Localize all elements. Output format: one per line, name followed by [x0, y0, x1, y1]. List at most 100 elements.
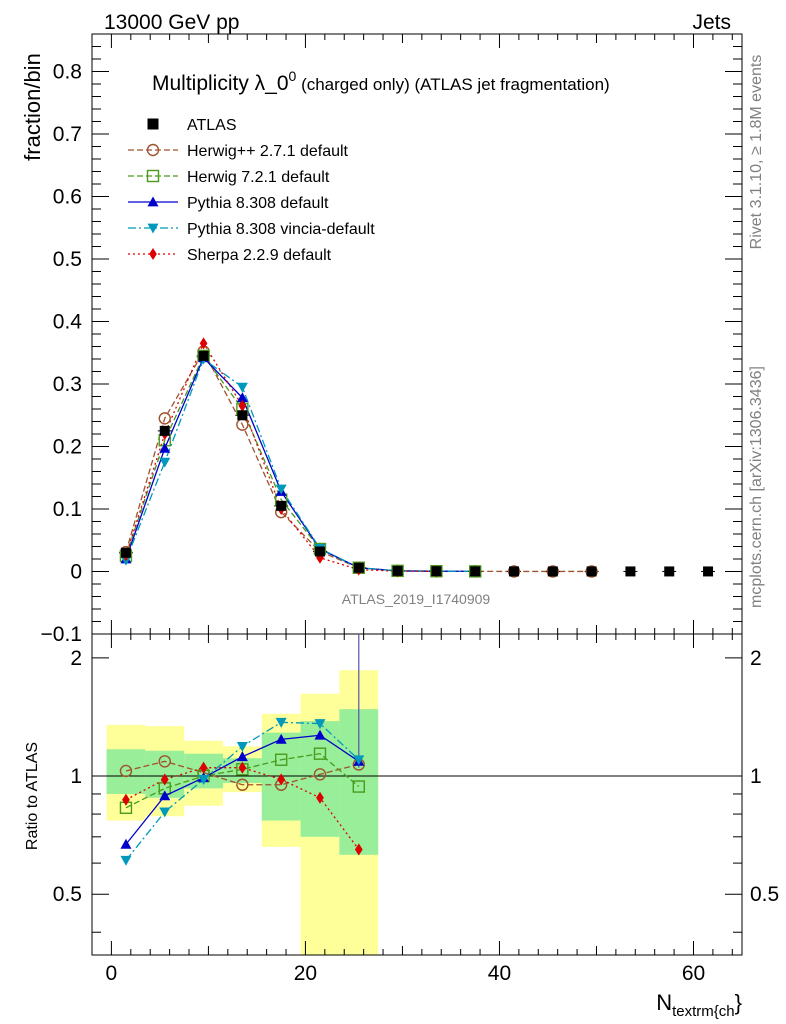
marker-square [120, 547, 131, 558]
legend-label: Pythia 8.308 default [187, 195, 329, 212]
marker-open-circle [313, 768, 327, 781]
y-tick-label: 0.2 [53, 436, 82, 459]
marker-open-square [146, 169, 160, 183]
x-label-sub: textrm{ch [672, 1003, 735, 1020]
marker-diamond [149, 247, 157, 261]
marker-triangle-down [353, 755, 365, 766]
y-tick-label: 0.4 [53, 311, 83, 334]
y-tick-label: 0.1 [53, 498, 82, 521]
marker-triangle-down [275, 484, 287, 495]
y-tick-label: −0.1 [41, 623, 82, 646]
marker-diamond [316, 791, 324, 804]
y-tick-label: 0 [70, 561, 82, 584]
marker-triangle-up [120, 838, 132, 849]
y-tick-label: 0.7 [53, 123, 82, 146]
marker-triangle-down [275, 717, 287, 728]
marker-square [470, 566, 481, 577]
chart-title: Multiplicity λ_00 (charged only) (ATLAS … [152, 68, 610, 95]
marker-triangle-up [236, 392, 248, 403]
marker-square [147, 118, 159, 130]
marker-square [159, 425, 170, 436]
marker-open-circle [507, 565, 521, 578]
legend-entry: Sherpa 2.2.9 default [128, 247, 332, 264]
ratio-tick-label: 1 [70, 765, 82, 788]
marker-square [703, 566, 714, 577]
marker-triangle-down [236, 741, 248, 752]
marker-triangle-up [236, 751, 248, 762]
marker-square [586, 566, 597, 577]
marker-square [664, 566, 675, 577]
title-main: Multiplicity λ_0 [152, 72, 289, 95]
marker-triangle-down [236, 382, 248, 393]
x-tick-label: 0 [106, 962, 118, 985]
ratio-band-inner [106, 749, 146, 794]
legend-entry: Herwig 7.2.1 default [128, 169, 330, 186]
marker-open-circle [236, 778, 249, 791]
legend-label: Pythia 8.308 vincia-default [187, 221, 375, 238]
ratio-line [125, 752, 360, 809]
marker-triangle-down [120, 855, 132, 866]
ratio-tick-label-right: 0.5 [750, 883, 779, 906]
header-left: 13000 GeV pp [104, 11, 239, 34]
y-axis-label: fraction/bin [20, 53, 45, 161]
legend-entry: Pythia 8.308 default [128, 195, 329, 212]
x-tick-label: 60 [682, 962, 705, 985]
legend-label: Herwig 7.2.1 default [187, 169, 330, 186]
legend: ATLAS Herwig++ 2.7.1 default Herwig 7.2.1 … [128, 117, 375, 264]
marker-diamond [160, 773, 169, 786]
marker-open-square [352, 780, 365, 793]
legend-label: ATLAS [187, 117, 237, 134]
y-tick-label: 0.8 [53, 61, 82, 84]
legend-label: Herwig++ 2.7.1 default [187, 143, 349, 160]
marker-triangle-down [147, 223, 159, 234]
marker-square [547, 566, 558, 577]
marker-square [237, 410, 248, 421]
marker-triangle-up [275, 733, 287, 744]
marker-open-square [313, 747, 327, 760]
marker-square [353, 562, 364, 573]
series-line [125, 356, 476, 573]
marker-triangle-down [314, 719, 326, 730]
axis-ticks: 0 20 40 60−0.100.10.20.30.40.50.60.70.80.5 0… [41, 34, 779, 985]
marker-diamond [199, 337, 208, 350]
marker-open-circle [546, 565, 560, 578]
rivet-label: Rivet 3.1.10, ≥ 1.8M events [748, 55, 765, 250]
ratio-tick-label: 2 [70, 647, 82, 670]
marker-triangle-up [314, 729, 326, 740]
marker-square [276, 500, 287, 511]
marker-open-square [274, 753, 288, 766]
x-label-main: N [656, 990, 672, 1015]
marker-diamond [122, 793, 130, 806]
ratio-band-inner [300, 721, 340, 837]
x-label-tail: } [735, 990, 742, 1015]
marker-triangle-up [147, 196, 159, 207]
marker-open-circle [146, 143, 160, 157]
marker-triangle-down [159, 457, 171, 468]
marker-triangle-up [159, 790, 171, 801]
y-tick-label: 0.5 [53, 248, 82, 271]
marker-open-circle [158, 755, 171, 768]
analysis-watermark: ATLAS_2019_I1740909 [342, 591, 491, 607]
ratio-tick-label-right: 1 [750, 765, 762, 788]
marker-diamond [277, 773, 286, 786]
title-superscript: 0 [289, 68, 297, 84]
marker-open-circle [585, 565, 598, 578]
legend-entry: Herwig++ 2.7.1 default [128, 143, 349, 160]
legend-entry: Pythia 8.308 vincia-default [128, 221, 375, 238]
marker-diamond [354, 843, 363, 856]
marker-square [198, 350, 209, 361]
ratio-uncertainty-bands [106, 670, 379, 955]
x-axis-label: Ntextrm{ch} [656, 990, 742, 1020]
x-tick-label: 40 [488, 962, 511, 985]
ratio-y-axis-label: Ratio to ATLAS [24, 742, 41, 850]
mcplots-label: mcplots.cern.ch [arXiv:1306.3436] [748, 366, 765, 608]
marker-square [314, 546, 325, 557]
title-rest: (charged only) (ATLAS jet fragmentation) [296, 75, 609, 94]
marker-square [392, 565, 403, 576]
ratio-tick-label: 0.5 [53, 883, 82, 906]
marker-triangle-up [159, 442, 171, 453]
series-line [125, 357, 476, 573]
marker-diamond [238, 761, 247, 774]
ratio-series [119, 634, 365, 866]
